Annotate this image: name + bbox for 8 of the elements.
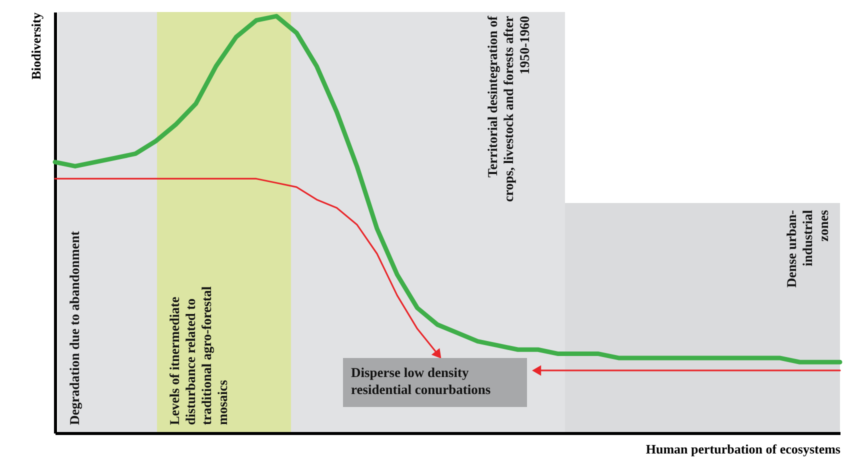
annotation: Dense urban-industrial zones: [784, 210, 831, 288]
annotation: Territorial desintegration of crops, livestock and forests after 1950-1960: [485, 16, 532, 202]
annotation: Degradation due to abandonment: [67, 230, 82, 425]
annotation: Levels of itnermediate disturbance related to traditional agro-forestal mosaics: [167, 286, 230, 425]
y-axis-title: Biodiversity: [28, 12, 44, 80]
x-axis-title: Human perturbation of ecosystems: [646, 442, 840, 456]
annotation: Disperse low density residential conurbations: [351, 365, 491, 397]
text-box: Disperse low density residential conurbations: [343, 358, 527, 407]
